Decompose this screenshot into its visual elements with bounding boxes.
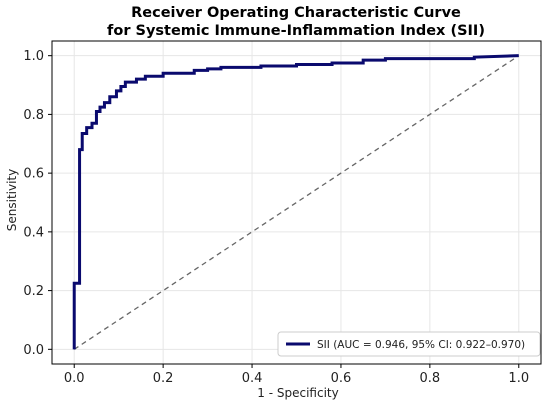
x-tick-label: 0.4 bbox=[242, 371, 263, 386]
y-tick-label: 0.2 bbox=[23, 284, 44, 299]
legend: SII (AUC = 0.946, 95% CI: 0.922–0.970) bbox=[277, 331, 541, 357]
x-tick-label: 0.2 bbox=[153, 371, 174, 386]
y-tick-label: 0.4 bbox=[23, 225, 44, 240]
x-axis-label: 1 - Specificity bbox=[257, 386, 338, 400]
grid-layer bbox=[52, 41, 541, 364]
chart-title-line-1: Receiver Operating Characteristic Curve bbox=[131, 5, 461, 21]
y-tick-label: 0.0 bbox=[23, 343, 44, 358]
x-tick-label: 0.6 bbox=[331, 371, 352, 386]
y-tick-label: 0.6 bbox=[23, 167, 44, 182]
roc-curve-line bbox=[72, 54, 519, 350]
y-axis-label: Sensitivity bbox=[5, 169, 19, 231]
y-tick-label: 0.8 bbox=[23, 108, 44, 123]
chart-title-line-2: for Systemic Immune-Inflammation Index (… bbox=[107, 23, 485, 39]
y-tick-label: 1.0 bbox=[23, 49, 44, 64]
legend-box bbox=[277, 331, 541, 357]
plot-frame bbox=[51, 40, 542, 365]
x-axis-ticks: 0.0 0.2 0.4 0.6 0.8 1.0 bbox=[64, 364, 529, 386]
x-tick-label: 1.0 bbox=[508, 371, 529, 386]
y-axis-ticks: 0.0 0.2 0.4 0.6 0.8 1.0 bbox=[23, 49, 52, 358]
x-tick-label: 0.8 bbox=[420, 371, 441, 386]
reference-diagonal-line bbox=[73, 55, 520, 350]
legend-label: SII (AUC = 0.946, 95% CI: 0.922–0.970) bbox=[317, 339, 525, 351]
x-tick-label: 0.0 bbox=[64, 371, 85, 386]
